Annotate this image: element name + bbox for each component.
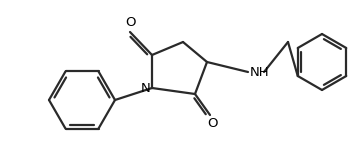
Text: N: N: [140, 81, 150, 95]
Text: NH: NH: [250, 65, 270, 79]
Text: O: O: [125, 16, 135, 29]
Text: O: O: [207, 117, 217, 130]
